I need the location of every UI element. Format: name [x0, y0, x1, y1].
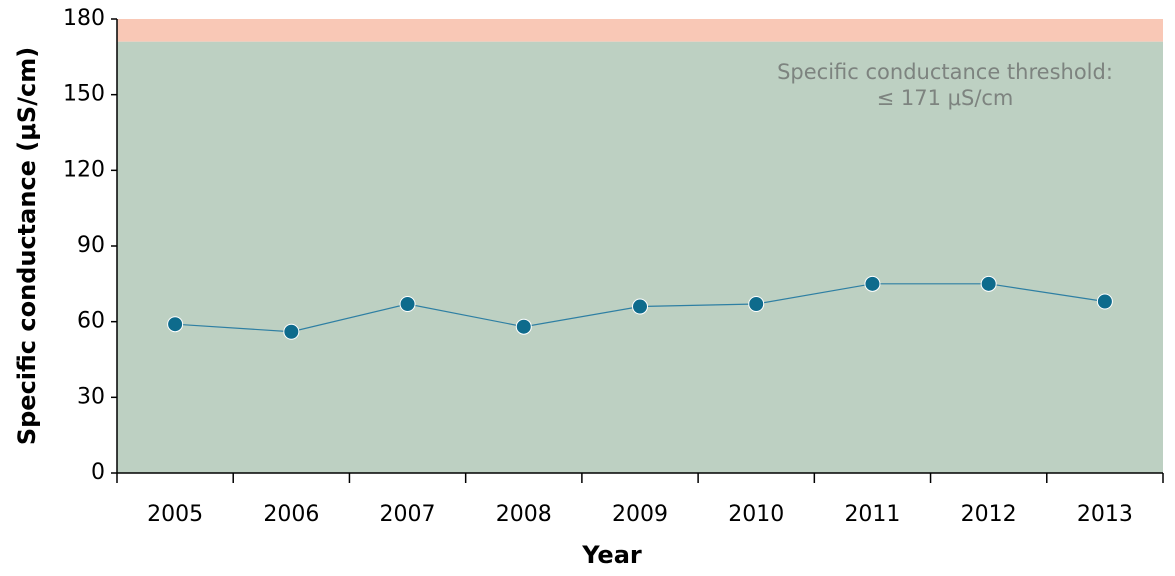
- y-tick-label: 90: [77, 233, 105, 258]
- data-point: [1096, 293, 1113, 310]
- x-tick-label: 2008: [496, 502, 552, 527]
- y-tick-label: 180: [63, 6, 105, 31]
- x-tick-label: 2012: [961, 502, 1017, 527]
- x-tick-label: 2006: [263, 502, 319, 527]
- y-tick-label: 120: [63, 157, 105, 182]
- data-point: [864, 275, 881, 292]
- x-axis-label: Year: [581, 541, 642, 569]
- threshold-annotation: ≤ 171 μS/cm: [877, 86, 1014, 110]
- data-point: [748, 296, 765, 313]
- x-tick-label: 2005: [147, 502, 203, 527]
- data-point: [399, 296, 416, 313]
- data-point: [632, 298, 648, 315]
- above-threshold-zone: [117, 19, 1163, 42]
- y-tick-label: 150: [63, 82, 105, 107]
- y-axis-label: Specific conductance (μS/cm): [13, 47, 41, 445]
- threshold-annotation: Specific conductance threshold:: [777, 60, 1113, 84]
- x-tick-label: 2010: [728, 502, 784, 527]
- data-point: [167, 316, 184, 333]
- x-tick-label: 2007: [380, 502, 436, 527]
- data-point: [515, 318, 532, 335]
- x-tick-label: 2011: [844, 502, 900, 527]
- x-tick-label: 2013: [1077, 502, 1133, 527]
- below-threshold-zone: [117, 41, 1163, 473]
- data-point: [980, 275, 997, 292]
- y-tick-label: 0: [91, 460, 105, 485]
- data-point: [283, 323, 300, 340]
- y-tick-label: 60: [77, 309, 105, 334]
- y-tick-label: 30: [77, 384, 105, 409]
- x-tick-label: 2009: [612, 502, 668, 527]
